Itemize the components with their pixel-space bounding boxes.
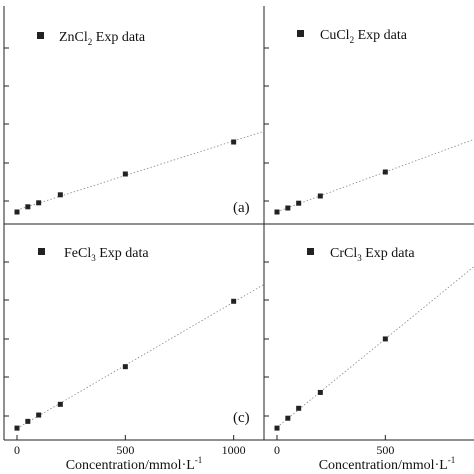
data-point xyxy=(231,139,237,145)
y-ticks xyxy=(264,261,269,417)
data-point xyxy=(296,200,302,206)
fit-line xyxy=(276,266,474,428)
data-point xyxy=(57,192,63,198)
data-point xyxy=(285,205,291,211)
data-point xyxy=(317,193,323,199)
data-point xyxy=(25,418,31,424)
legend-marker xyxy=(38,248,45,255)
data-point xyxy=(274,209,280,215)
data-point xyxy=(36,412,42,418)
panel-letter: (c) xyxy=(233,410,250,426)
data-point xyxy=(122,364,128,370)
x-tick-label: 0 xyxy=(14,443,20,457)
legend-marker xyxy=(307,248,314,255)
data-point xyxy=(285,415,291,421)
data-point xyxy=(36,200,42,206)
data-point xyxy=(317,389,323,395)
data-point xyxy=(382,336,388,342)
data-point xyxy=(231,298,237,304)
plot-area: 0 500 1000 xyxy=(14,284,265,457)
data-point xyxy=(274,425,280,431)
legend-marker xyxy=(37,32,44,39)
x-axis-label: Concentration/mmol·L-1 xyxy=(319,455,456,473)
data-point xyxy=(57,401,63,407)
y-ticks xyxy=(4,261,9,417)
legend-label: ZnCl2 Exp data xyxy=(59,30,146,47)
x-axis-label: Concentration/mmol·L-1 xyxy=(66,455,203,473)
panel-d: CrCl3 Exp data 0 500 Concentration/mmol·L… xyxy=(263,224,474,473)
legend-marker xyxy=(297,30,304,37)
data-point xyxy=(14,209,20,215)
data-point xyxy=(14,425,20,431)
panel-b: CuCl2 Exp data xyxy=(263,6,474,225)
data-point xyxy=(296,405,302,411)
plot-area: 0 500 xyxy=(274,266,474,457)
legend-label: CrCl3 Exp data xyxy=(330,246,415,263)
y-ticks xyxy=(4,47,9,202)
data-point xyxy=(122,171,128,177)
fit-line xyxy=(16,130,265,211)
panel-a: ZnCl2 Exp data (a) xyxy=(3,6,265,225)
fit-line xyxy=(16,284,265,429)
fit-line xyxy=(276,138,474,213)
legend-label: FeCl3 Exp data xyxy=(64,246,149,263)
data-point xyxy=(382,169,388,175)
panel-c: FeCl3 Exp data (c) 0 500 1000 Concentratio… xyxy=(3,224,265,473)
y-ticks xyxy=(264,47,269,202)
data-point xyxy=(25,204,31,210)
legend-label: CuCl2 Exp data xyxy=(320,28,408,45)
plot-area xyxy=(14,130,265,215)
x-tick-label: 1000 xyxy=(222,443,246,457)
panel-letter: (a) xyxy=(233,200,250,216)
x-tick-label: 500 xyxy=(376,443,394,457)
x-tick-label: 500 xyxy=(116,443,134,457)
plot-area xyxy=(274,138,474,215)
x-tick-label: 0 xyxy=(274,443,280,457)
